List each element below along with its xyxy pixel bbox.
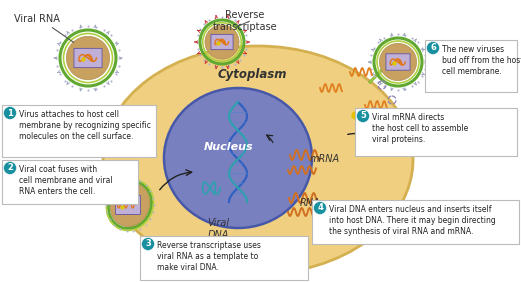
FancyBboxPatch shape xyxy=(312,200,519,244)
FancyBboxPatch shape xyxy=(140,236,308,280)
Text: 6: 6 xyxy=(430,43,436,52)
Text: Nucleus: Nucleus xyxy=(204,142,254,152)
Text: Virus attaches to host cell
membrane by recognizing specific
molecules on the ce: Virus attaches to host cell membrane by … xyxy=(19,110,151,141)
Text: Cytoplasm: Cytoplasm xyxy=(218,68,288,81)
Text: 2: 2 xyxy=(7,164,13,173)
Text: Viral
DNA: Viral DNA xyxy=(207,218,229,240)
Ellipse shape xyxy=(110,184,150,226)
FancyBboxPatch shape xyxy=(116,195,141,215)
FancyBboxPatch shape xyxy=(2,105,156,157)
FancyBboxPatch shape xyxy=(386,54,410,70)
FancyBboxPatch shape xyxy=(355,108,517,156)
Circle shape xyxy=(142,237,155,250)
Ellipse shape xyxy=(379,43,417,81)
Text: RNA: RNA xyxy=(300,198,320,208)
Text: Reverse
transcriptase: Reverse transcriptase xyxy=(213,10,277,32)
Text: The new viruses
bud off from the host
cell membrane.: The new viruses bud off from the host ce… xyxy=(442,45,521,76)
Circle shape xyxy=(427,41,440,54)
Circle shape xyxy=(4,107,17,120)
Text: 1: 1 xyxy=(7,109,13,118)
FancyBboxPatch shape xyxy=(211,34,233,50)
Ellipse shape xyxy=(164,88,312,228)
Text: 5: 5 xyxy=(360,111,366,120)
FancyBboxPatch shape xyxy=(74,49,102,68)
Text: mRNA: mRNA xyxy=(310,154,340,164)
Ellipse shape xyxy=(103,46,413,274)
Text: Viral mRNA directs
the host cell to assemble
viral proteins.: Viral mRNA directs the host cell to asse… xyxy=(372,113,468,144)
Ellipse shape xyxy=(205,25,239,59)
FancyBboxPatch shape xyxy=(2,160,138,204)
Text: 4: 4 xyxy=(317,204,323,213)
Text: Viral DNA enters nucleus and inserts itself
into host DNA. There it may begin di: Viral DNA enters nucleus and inserts its… xyxy=(329,205,496,236)
Text: 3: 3 xyxy=(145,239,151,248)
Circle shape xyxy=(4,162,17,175)
Text: Viral RNA: Viral RNA xyxy=(14,14,60,24)
FancyBboxPatch shape xyxy=(425,40,517,92)
Circle shape xyxy=(356,109,369,122)
Ellipse shape xyxy=(66,36,110,80)
Text: Viral coat fuses with
cell membrane and viral
RNA enters the cell.: Viral coat fuses with cell membrane and … xyxy=(19,165,113,196)
Circle shape xyxy=(314,202,327,215)
Text: Reverse transcriptase uses
viral RNA as a template to
make viral DNA.: Reverse transcriptase uses viral RNA as … xyxy=(157,241,261,272)
